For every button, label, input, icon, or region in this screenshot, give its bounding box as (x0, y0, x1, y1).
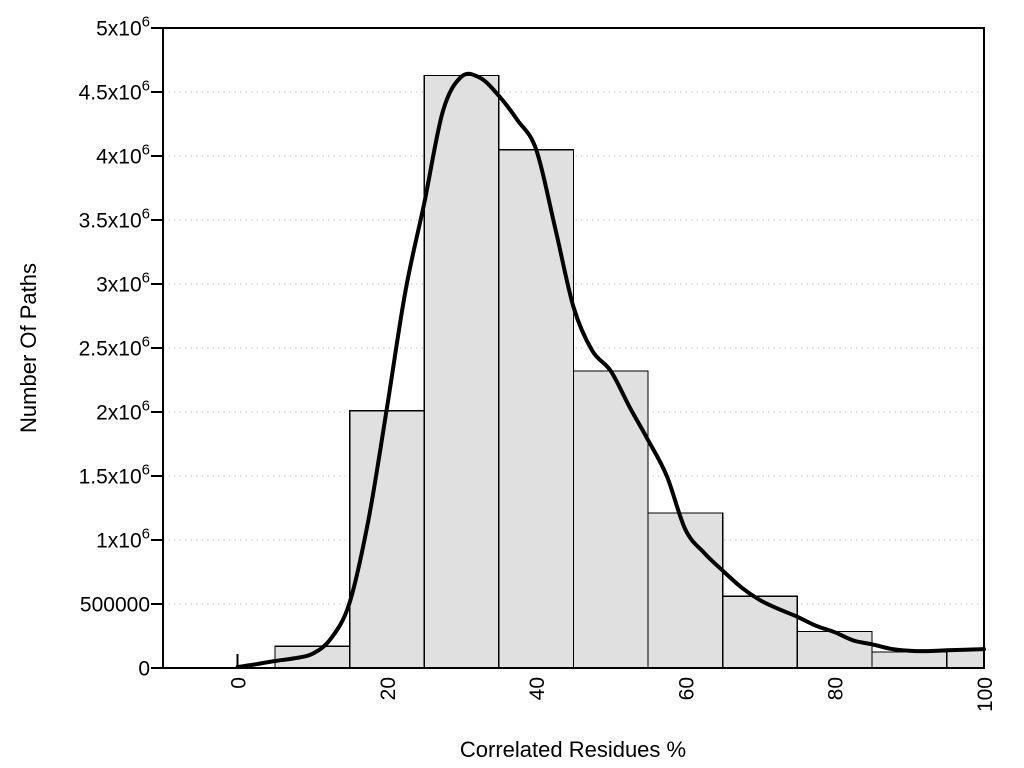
x-tick-label: 40 (526, 677, 549, 700)
histogram-bar (423, 74, 500, 669)
histogram-bar (647, 512, 724, 669)
histogram-bar (796, 630, 873, 669)
x-tick-label: 80 (825, 677, 848, 700)
density-curve-layer (235, 71, 986, 669)
y-tick-label: 3x106 (96, 270, 150, 297)
y-tick-label: 500000 (80, 594, 150, 617)
tick-label-layer: 0 500000 1x106 1.5x106 2x106 2.5x106 3x106 3.5x… (79, 14, 997, 713)
y-tick-label: 2.5x106 (79, 334, 150, 361)
density-curve (235, 71, 986, 669)
y-tick-label: 3.5x106 (79, 206, 150, 233)
y-axis-title: Number Of Paths (16, 263, 41, 433)
histogram-bar (348, 410, 425, 669)
y-tick-label: 5x106 (96, 14, 150, 41)
histogram-bar (871, 651, 948, 669)
histogram-bar (498, 148, 575, 669)
y-tick-label: 2x106 (96, 398, 150, 425)
x-tick-label: 100 (974, 677, 997, 712)
x-axis-title: Correlated Residues % (460, 737, 686, 762)
y-tick-label: 0 (138, 658, 150, 681)
x-tick-label: 20 (377, 677, 400, 700)
histogram-bars-layer (274, 74, 985, 669)
y-tick-label: 4x106 (96, 142, 150, 169)
y-tick-label: 1x106 (96, 526, 150, 553)
x-tick-label: 0 (228, 677, 251, 689)
histogram-bar (722, 595, 799, 669)
histogram-bar (572, 370, 649, 669)
plot-frame-layer (151, 27, 985, 669)
x-tick-label: 60 (676, 677, 699, 700)
y-tick-label: 4.5x106 (79, 78, 150, 105)
y-tick-label: 1.5x106 (79, 462, 150, 489)
histogram-bar (274, 645, 351, 669)
